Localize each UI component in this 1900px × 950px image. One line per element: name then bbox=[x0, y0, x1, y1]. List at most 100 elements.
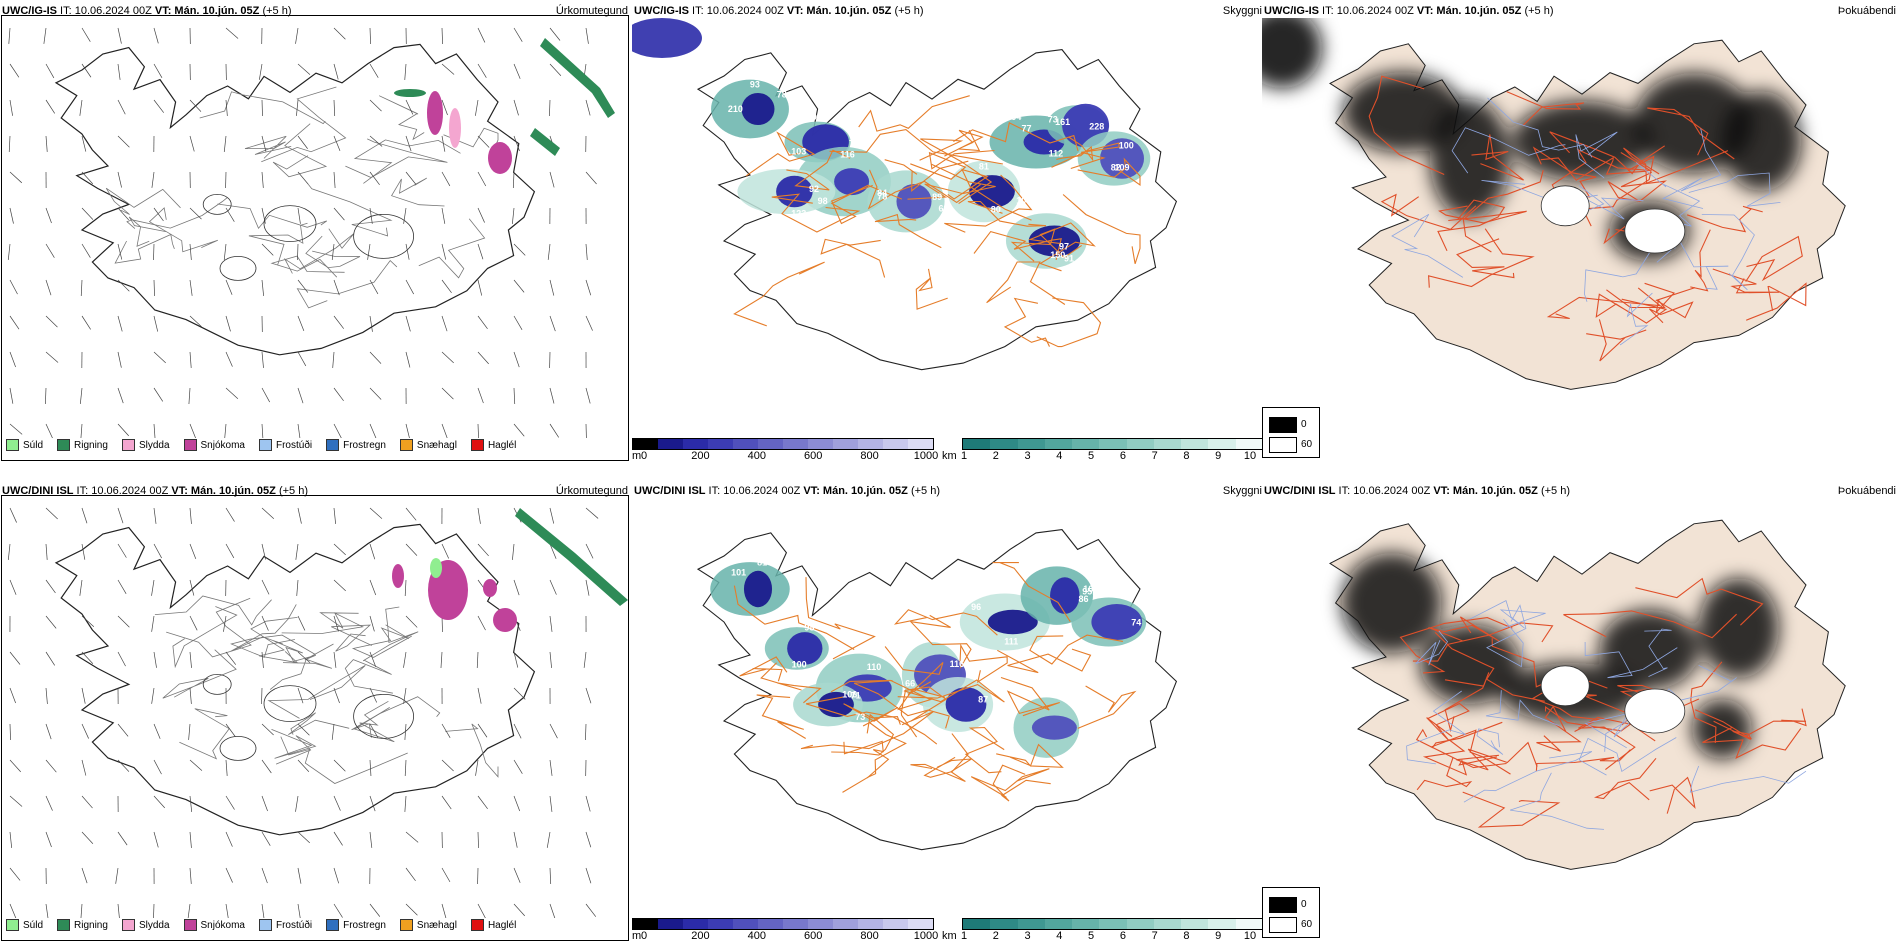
wind-barb bbox=[513, 243, 526, 256]
wind-barb bbox=[513, 723, 522, 739]
wind-barb bbox=[153, 543, 162, 559]
wind-barb bbox=[7, 243, 11, 260]
wind-barb bbox=[261, 723, 274, 736]
legend-label: Haglél bbox=[487, 919, 517, 931]
snow-patch bbox=[427, 91, 443, 135]
ceiling-value-label: 74 bbox=[1131, 618, 1141, 628]
colorbar-tick: 400 bbox=[747, 930, 766, 942]
ceiling-value-label: 91 bbox=[1064, 254, 1074, 264]
road-line bbox=[910, 149, 995, 180]
road-line bbox=[1540, 156, 1647, 181]
fog-patch bbox=[1342, 72, 1463, 153]
road-line bbox=[1745, 235, 1803, 282]
wind-barb bbox=[153, 27, 159, 44]
low-ceiling-area bbox=[969, 175, 1015, 208]
legend-label: Slydda bbox=[138, 919, 170, 931]
colorbar-step bbox=[883, 919, 908, 929]
ceiling-value-label: 78 bbox=[777, 89, 787, 99]
wind-barb bbox=[45, 795, 53, 811]
road-line bbox=[1462, 169, 1544, 253]
wind-barb bbox=[81, 507, 88, 524]
wind-barb bbox=[369, 579, 377, 596]
wind-barb bbox=[477, 903, 486, 918]
panel-header: UWC/IG-IS IT: 10.06.2024 00Z VT: Mán. 10… bbox=[634, 5, 924, 17]
wind-barb bbox=[225, 387, 239, 399]
road-line bbox=[820, 238, 886, 278]
wind-barb bbox=[9, 387, 14, 404]
wind-barb bbox=[441, 387, 454, 400]
wind-barb bbox=[225, 723, 236, 738]
panel-header: UWC/DINI ISL IT: 10.06.2024 00Z VT: Mán.… bbox=[1264, 485, 1570, 497]
wind-barb bbox=[441, 279, 452, 294]
colorbar-step bbox=[990, 919, 1018, 929]
colorbar-tick: 8 bbox=[1183, 450, 1190, 462]
road-line bbox=[1434, 632, 1545, 702]
wind-barb bbox=[9, 687, 16, 704]
wind-barb bbox=[261, 243, 274, 256]
wind-barb bbox=[117, 243, 123, 260]
wind-barb bbox=[441, 423, 448, 438]
glacier-outline bbox=[263, 685, 317, 723]
ceiling-value-label: 116 bbox=[840, 149, 855, 159]
wind-barb bbox=[585, 99, 591, 116]
wind-barb bbox=[585, 867, 592, 884]
model-name: UWC/IG-IS bbox=[1264, 5, 1319, 17]
ceiling-value-label: 84 bbox=[877, 188, 887, 198]
wind-barb bbox=[81, 723, 89, 739]
legend-swatch bbox=[6, 919, 19, 931]
wind-barb bbox=[9, 171, 23, 184]
legend-item: Slydda bbox=[121, 919, 170, 931]
wind-barb bbox=[477, 243, 484, 260]
road-line bbox=[907, 163, 996, 200]
wind-barb bbox=[261, 387, 270, 403]
fog-legend-dark-label: 0 bbox=[1301, 419, 1307, 430]
ceiling-value-label: 100 bbox=[792, 659, 807, 669]
map-frame bbox=[1, 15, 629, 461]
wind-barb bbox=[261, 831, 271, 846]
valid-time: Mán. 10.jún. 05Z bbox=[171, 5, 260, 17]
wind-barb bbox=[261, 423, 264, 438]
road-line bbox=[745, 131, 816, 177]
legend-swatch bbox=[121, 439, 135, 451]
colorbar-step bbox=[908, 919, 933, 929]
legend-swatch bbox=[6, 439, 19, 451]
wind-barb bbox=[333, 27, 346, 40]
road-line bbox=[733, 585, 855, 650]
wind-barb bbox=[549, 795, 553, 812]
wind-barb bbox=[297, 615, 306, 631]
road-line bbox=[1584, 712, 1640, 752]
wind-barb bbox=[297, 135, 308, 149]
wind-barb bbox=[153, 279, 155, 297]
fog-map bbox=[1262, 18, 1846, 390]
fog-field bbox=[1262, 18, 1802, 261]
wind-barb bbox=[477, 543, 489, 557]
colorbar-step bbox=[808, 919, 833, 929]
legend-swatch bbox=[57, 439, 71, 451]
ceiling-value-label: 112 bbox=[1049, 149, 1064, 159]
road-line bbox=[986, 261, 1066, 305]
colorbar-step bbox=[708, 919, 733, 929]
road-line bbox=[944, 129, 984, 157]
wind-barb bbox=[261, 903, 265, 918]
road-line bbox=[1607, 171, 1667, 202]
wind-barb bbox=[369, 543, 376, 560]
fog-legend-dark-swatch bbox=[1269, 897, 1297, 913]
colorbar-step bbox=[1235, 439, 1262, 449]
wind-barb bbox=[549, 171, 555, 188]
ceiling-value-label: 71 bbox=[851, 691, 861, 701]
wind-barb bbox=[477, 351, 489, 365]
wind-barb bbox=[117, 99, 126, 115]
wind-barb bbox=[477, 279, 483, 296]
ceiling-value-label: 133 bbox=[849, 133, 864, 143]
wind-barb bbox=[512, 171, 515, 189]
road-line bbox=[786, 149, 851, 191]
lead-time: (+5 h) bbox=[1537, 485, 1570, 497]
road-line bbox=[909, 614, 972, 669]
ceiling-value-label: 111 bbox=[1004, 637, 1018, 647]
ceiling-value-label: 73 bbox=[1048, 114, 1058, 124]
wind-barb bbox=[117, 759, 130, 772]
ceiling-value-label: 81 bbox=[757, 557, 767, 567]
model-name: UWC/IG-IS bbox=[634, 5, 689, 17]
ceiling-value-label: 106 bbox=[842, 690, 857, 700]
road-line bbox=[959, 643, 1008, 684]
